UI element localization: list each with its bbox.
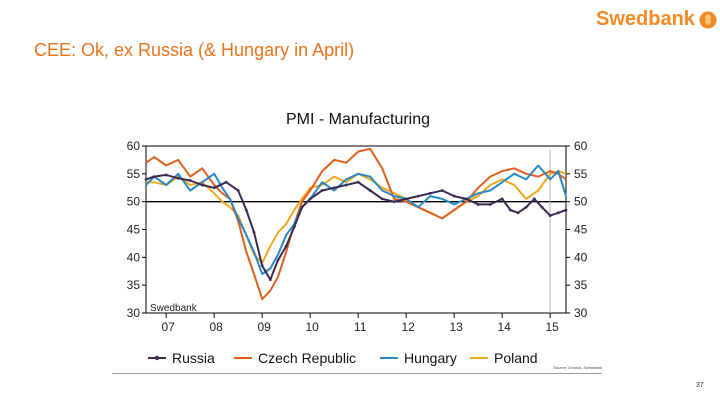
data-point-russia xyxy=(244,208,248,212)
y-tick-label-left: 30 xyxy=(127,306,141,320)
data-point-russia xyxy=(476,203,480,206)
data-point-russia xyxy=(252,230,256,234)
footer-divider xyxy=(112,373,602,374)
data-point-russia xyxy=(516,211,520,215)
y-tick-label-right: 30 xyxy=(574,306,588,320)
chart-watermark: Swedbank xyxy=(150,303,198,314)
data-point-russia xyxy=(532,197,536,201)
data-point-russia xyxy=(452,194,456,198)
x-tick-label: 15 xyxy=(545,320,559,334)
series-line-czech xyxy=(145,147,567,301)
data-point-russia xyxy=(320,189,324,192)
y-tick-label-left: 55 xyxy=(127,167,141,181)
y-tick-label-left: 60 xyxy=(127,139,141,153)
data-point-russia xyxy=(344,183,348,187)
data-point-russia xyxy=(380,197,384,201)
data-point-russia xyxy=(488,203,492,206)
legend-label-russia: Russia xyxy=(172,350,215,366)
x-tick-label: 12 xyxy=(401,320,415,334)
data-point-russia xyxy=(564,208,568,212)
series-line-russia xyxy=(145,173,567,281)
data-point-russia xyxy=(260,264,264,268)
x-tick-label: 13 xyxy=(449,320,463,334)
data-point-russia xyxy=(188,179,192,182)
y-tick-label-right: 60 xyxy=(574,139,588,153)
legend-label-hungary: Hungary xyxy=(404,350,457,366)
chart-legend: Russia Czech Republic Hungary Poland xyxy=(148,350,538,366)
x-tick-label: 14 xyxy=(497,320,511,334)
y-tick-label-left: 35 xyxy=(127,278,141,292)
data-point-russia xyxy=(144,178,148,181)
chart-title: PMI - Manufacturing xyxy=(286,111,430,128)
series-line-poland xyxy=(146,170,567,264)
data-point-russia xyxy=(212,186,216,190)
data-point-russia xyxy=(500,197,504,201)
y-tick-label-left: 50 xyxy=(127,195,141,209)
data-point-russia xyxy=(404,197,408,201)
data-point-russia xyxy=(176,176,180,180)
brand-name: Swedbank xyxy=(596,8,695,30)
data-point-russia xyxy=(308,197,312,201)
y-tick-label-left: 45 xyxy=(127,223,141,237)
data-point-russia xyxy=(292,225,296,229)
data-point-russia xyxy=(224,180,228,184)
data-point-russia xyxy=(556,211,560,215)
swedbank-oak-icon xyxy=(699,11,717,28)
legend-label-czech: Czech Republic xyxy=(258,350,356,366)
data-point-russia xyxy=(368,189,372,192)
y-tick-label-right: 50 xyxy=(574,195,588,209)
data-point-russia xyxy=(464,197,468,201)
data-point-russia xyxy=(332,186,336,190)
brand-logo-group: Swedbank xyxy=(596,8,717,31)
y-tick-label-left: 40 xyxy=(127,250,141,264)
legend-label-poland: Poland xyxy=(494,350,538,366)
source-note: Source: Ecowin, Swedbank xyxy=(553,365,603,370)
series-line-hungary xyxy=(145,164,567,275)
slide-title: CEE: Ok, ex Russia (& Hungary in April) xyxy=(34,40,355,60)
y-tick-label-right: 55 xyxy=(574,167,588,181)
x-tick-label: 07 xyxy=(161,320,175,334)
data-point-russia xyxy=(236,189,240,192)
data-point-russia xyxy=(392,200,396,204)
x-tick-label: 11 xyxy=(354,320,367,334)
data-point-russia xyxy=(428,191,432,195)
data-point-russia xyxy=(276,258,280,262)
x-tick-label: 09 xyxy=(257,320,271,334)
data-point-russia xyxy=(284,244,288,248)
x-tick-label: 10 xyxy=(305,320,319,334)
data-point-russia xyxy=(440,189,444,192)
x-tick-label: 08 xyxy=(209,320,223,334)
data-point-russia xyxy=(164,173,168,177)
chart-series xyxy=(144,147,568,301)
data-point-russia xyxy=(152,175,156,179)
data-point-russia xyxy=(356,180,360,184)
page-number: 37 xyxy=(696,382,704,389)
legend-marker-russia xyxy=(154,355,160,361)
data-point-russia xyxy=(416,194,420,198)
data-point-russia xyxy=(524,205,528,209)
data-point-russia xyxy=(540,205,544,209)
data-point-russia xyxy=(200,183,204,187)
data-point-russia xyxy=(300,205,304,209)
y-tick-label-right: 35 xyxy=(574,278,588,292)
y-tick-label-right: 40 xyxy=(574,250,588,264)
data-point-russia xyxy=(268,278,272,281)
data-point-russia xyxy=(508,208,512,212)
y-tick-label-right: 45 xyxy=(574,223,588,237)
data-point-russia xyxy=(548,214,552,217)
